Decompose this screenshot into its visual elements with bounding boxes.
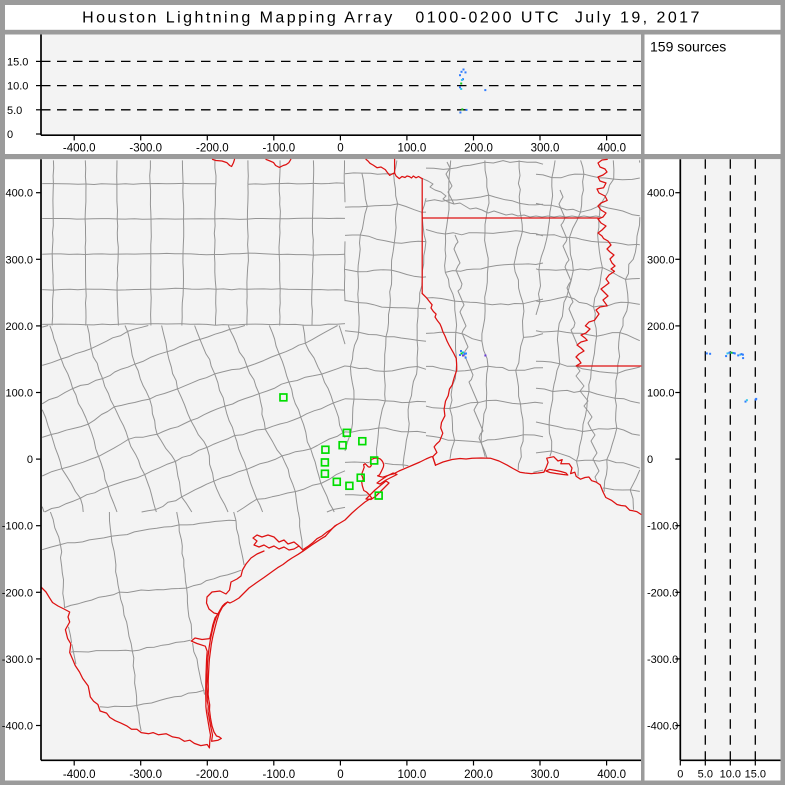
svg-text:-300.0: -300.0 bbox=[647, 654, 678, 666]
svg-text:200.0: 200.0 bbox=[5, 321, 33, 333]
svg-text:0: 0 bbox=[337, 769, 343, 781]
svg-text:-300.0: -300.0 bbox=[129, 143, 162, 155]
svg-text:100.0: 100.0 bbox=[647, 388, 675, 400]
svg-text:-200.0: -200.0 bbox=[2, 587, 33, 599]
svg-text:300.0: 300.0 bbox=[531, 769, 560, 781]
svg-text:400.0: 400.0 bbox=[597, 143, 626, 155]
svg-text:200.0: 200.0 bbox=[464, 143, 493, 155]
svg-text:0: 0 bbox=[7, 129, 13, 141]
svg-text:-200.0: -200.0 bbox=[196, 143, 229, 155]
svg-text:-300.0: -300.0 bbox=[2, 654, 33, 666]
svg-text:0: 0 bbox=[27, 454, 33, 466]
svg-text:100.0: 100.0 bbox=[398, 769, 427, 781]
svg-text:5.0: 5.0 bbox=[7, 105, 22, 117]
svg-text:-200.0: -200.0 bbox=[196, 769, 229, 781]
svg-text:300.0: 300.0 bbox=[647, 254, 675, 266]
svg-text:400.0: 400.0 bbox=[597, 769, 626, 781]
svg-text:300.0: 300.0 bbox=[531, 143, 560, 155]
svg-text:15.0: 15.0 bbox=[7, 56, 28, 68]
svg-text:100.0: 100.0 bbox=[5, 388, 33, 400]
svg-text:-400.0: -400.0 bbox=[2, 721, 33, 733]
svg-text:100.0: 100.0 bbox=[398, 143, 427, 155]
svg-text:-400.0: -400.0 bbox=[63, 143, 96, 155]
svg-text:Houston Lightning Mapping Arra: Houston Lightning Mapping Array 0100-020… bbox=[82, 10, 702, 27]
svg-text:5.0: 5.0 bbox=[698, 769, 713, 781]
svg-text:-100.0: -100.0 bbox=[2, 521, 33, 533]
svg-text:-400.0: -400.0 bbox=[647, 721, 678, 733]
svg-text:300.0: 300.0 bbox=[5, 254, 33, 266]
svg-text:200.0: 200.0 bbox=[647, 321, 675, 333]
svg-text:10.0: 10.0 bbox=[7, 81, 28, 93]
svg-text:-200.0: -200.0 bbox=[647, 587, 678, 599]
svg-text:-100.0: -100.0 bbox=[647, 521, 678, 533]
svg-text:10.0: 10.0 bbox=[720, 769, 741, 781]
svg-text:0: 0 bbox=[337, 143, 343, 155]
svg-text:400.0: 400.0 bbox=[647, 188, 675, 200]
svg-text:-100.0: -100.0 bbox=[262, 143, 295, 155]
svg-text:-300.0: -300.0 bbox=[129, 769, 162, 781]
svg-text:15.0: 15.0 bbox=[745, 769, 766, 781]
svg-text:200.0: 200.0 bbox=[464, 769, 493, 781]
svg-text:-100.0: -100.0 bbox=[262, 769, 295, 781]
svg-text:0: 0 bbox=[677, 769, 683, 781]
svg-text:-400.0: -400.0 bbox=[63, 769, 96, 781]
svg-text:0: 0 bbox=[647, 454, 653, 466]
svg-text:400.0: 400.0 bbox=[5, 188, 33, 200]
svg-text:159 sources: 159 sources bbox=[650, 39, 726, 55]
